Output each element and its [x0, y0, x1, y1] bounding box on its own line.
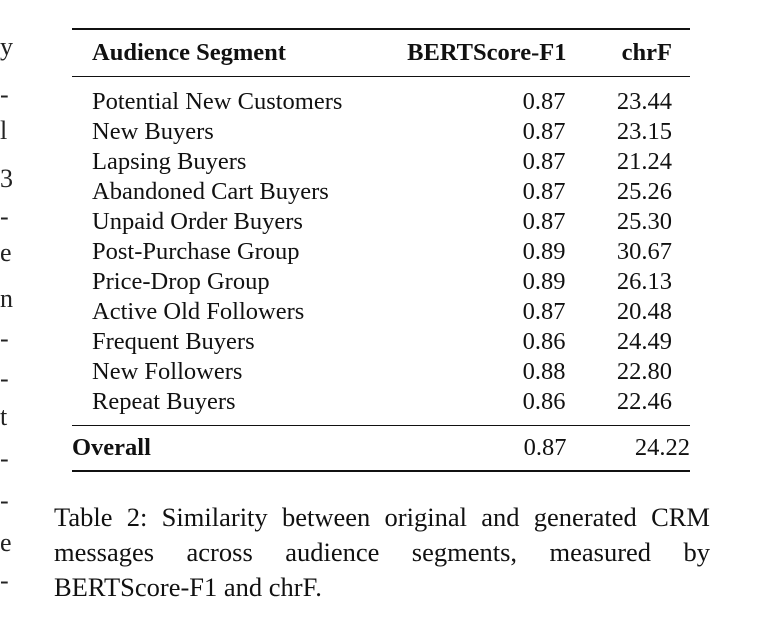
- bertscore-cell: 0.87: [522, 208, 566, 235]
- fragment: n: [0, 284, 13, 313]
- table-row: New Followers 0.88 22.80: [72, 357, 690, 387]
- table-row: Unpaid Order Buyers 0.87 25.30: [72, 207, 690, 237]
- segment-cell: New Followers: [92, 358, 243, 385]
- segment-cell: Frequent Buyers: [92, 328, 255, 355]
- fragment: -: [0, 202, 9, 231]
- fragment: l: [0, 116, 8, 145]
- bertscore-cell: 0.87: [522, 178, 566, 205]
- results-table: Audience Segment BERTScore-F1 chrF Poten…: [72, 28, 690, 472]
- column-header-chrf: chrF: [621, 39, 672, 66]
- segment-cell: Active Old Followers: [92, 298, 305, 325]
- fragment: -: [0, 444, 9, 473]
- segment-cell: Abandoned Cart Buyers: [92, 178, 329, 205]
- chrf-cell: 22.46: [616, 388, 672, 415]
- table-row: New Buyers 0.87 23.15: [72, 117, 690, 147]
- segment-cell: Price-Drop Group: [92, 268, 270, 295]
- fragment: y: [0, 32, 13, 61]
- fragment: -: [0, 324, 9, 353]
- overall-row: Overall 0.87 24.22: [72, 425, 690, 471]
- overall-chrf: 24.22: [634, 434, 690, 461]
- table-row: Repeat Buyers 0.86 22.46: [72, 387, 690, 426]
- results-table-container: Audience Segment BERTScore-F1 chrF Poten…: [72, 28, 690, 472]
- bertscore-cell: 0.89: [522, 268, 566, 295]
- chrf-cell: 21.24: [616, 148, 672, 175]
- segment-cell: Potential New Customers: [92, 88, 343, 115]
- fragment: -: [0, 364, 9, 393]
- segment-cell: Lapsing Buyers: [92, 148, 247, 175]
- table-row: Potential New Customers 0.87 23.44: [72, 77, 690, 118]
- table-header-row: Audience Segment BERTScore-F1 chrF: [72, 29, 690, 77]
- column-header-segment: Audience Segment: [92, 39, 286, 66]
- fragment: 3: [0, 164, 13, 193]
- bertscore-cell: 0.87: [522, 298, 566, 325]
- bertscore-cell: 0.86: [522, 388, 566, 415]
- bertscore-cell: 0.87: [522, 148, 566, 175]
- overall-bertscore: 0.87: [523, 434, 567, 461]
- fragment: e: [0, 528, 12, 557]
- segment-cell: Post-Purchase Group: [92, 238, 300, 265]
- overall-label: Overall: [72, 434, 151, 461]
- chrf-cell: 22.80: [616, 358, 672, 385]
- adjacent-column-fragments: y - l 3 - e n - - t - - e -: [0, 0, 14, 635]
- bertscore-cell: 0.86: [522, 328, 566, 355]
- chrf-cell: 23.44: [616, 88, 672, 115]
- table-row: Abandoned Cart Buyers 0.87 25.26: [72, 177, 690, 207]
- table-row: Price-Drop Group 0.89 26.13: [72, 267, 690, 297]
- table-row: Frequent Buyers 0.86 24.49: [72, 327, 690, 357]
- bertscore-cell: 0.89: [522, 238, 566, 265]
- table-row: Active Old Followers 0.87 20.48: [72, 297, 690, 327]
- table-summary: Overall 0.87 24.22: [72, 425, 690, 471]
- bertscore-cell: 0.87: [522, 88, 566, 115]
- table-body: Potential New Customers 0.87 23.44 New B…: [72, 77, 690, 426]
- chrf-cell: 25.26: [616, 178, 672, 205]
- segment-cell: Repeat Buyers: [92, 388, 236, 415]
- table-caption: Table 2: Similarity between original and…: [54, 502, 710, 602]
- chrf-cell: 25.30: [616, 208, 672, 235]
- chrf-cell: 30.67: [616, 238, 672, 265]
- chrf-cell: 23.15: [616, 118, 672, 145]
- chrf-cell: 26.13: [616, 268, 672, 295]
- bertscore-cell: 0.88: [522, 358, 566, 385]
- bertscore-cell: 0.87: [522, 118, 566, 145]
- fragment: t: [0, 402, 8, 431]
- fragment: -: [0, 486, 9, 515]
- table-row: Lapsing Buyers 0.87 21.24: [72, 147, 690, 177]
- segment-cell: Unpaid Order Buyers: [92, 208, 303, 235]
- column-header-bertscore: BERTScore-F1: [407, 39, 567, 66]
- chrf-cell: 24.49: [616, 328, 672, 355]
- fragment: -: [0, 80, 9, 109]
- fragment: -: [0, 566, 9, 595]
- table-row: Post-Purchase Group 0.89 30.67: [72, 237, 690, 267]
- chrf-cell: 20.48: [616, 298, 672, 325]
- segment-cell: New Buyers: [92, 118, 214, 145]
- fragment: e: [0, 238, 12, 267]
